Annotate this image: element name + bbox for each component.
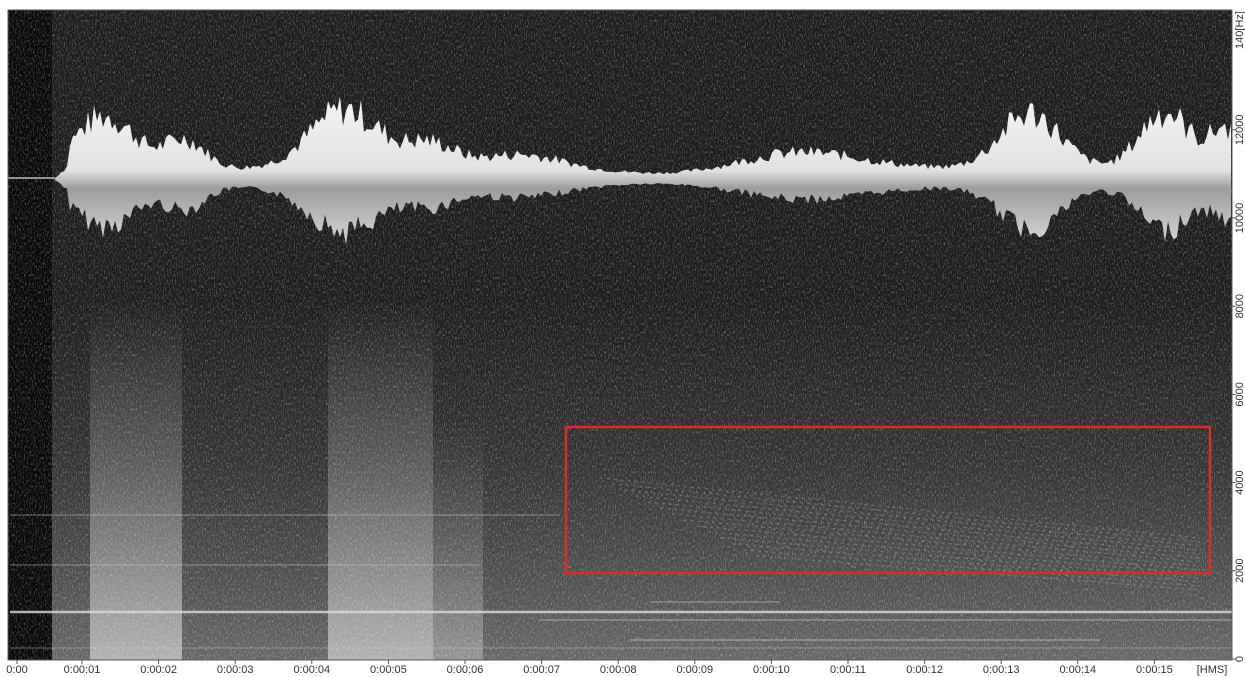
- time-tick-label: 0:00:08: [600, 664, 637, 676]
- frequency-tick-label: 2000: [1234, 559, 1245, 583]
- time-tick-label: 0:00:12: [906, 664, 943, 676]
- time-tick-label: 0:00:11: [830, 664, 866, 676]
- frequency-unit: 140[Hz]: [1234, 11, 1245, 49]
- time-tick-label: 0:00:07: [523, 664, 560, 676]
- spectrogram-noise: [8, 10, 1232, 660]
- frequency-tick-label: 6000: [1234, 382, 1245, 406]
- frequency-tick-label: 4000: [1234, 470, 1245, 494]
- frequency-tick-label: 10000: [1234, 203, 1245, 234]
- time-tick-label: 0:00:05: [370, 664, 407, 676]
- time-tick-label: 0:00:15: [1136, 664, 1173, 676]
- time-tick-label: 0:00:06: [447, 664, 484, 676]
- time-tick-label: 0:00:01: [64, 664, 101, 676]
- frequency-tick-label: 12000: [1234, 115, 1245, 146]
- time-tick-label: 0:00:04: [293, 664, 330, 676]
- frequency-tick-label: 0: [1234, 656, 1245, 662]
- time-tick-label: 0:00:13: [983, 664, 1020, 676]
- time-tick-label: 0:00:02: [140, 664, 177, 676]
- time-tick-label: 0:00:03: [217, 664, 254, 676]
- time-tick-label: 0:00:10: [753, 664, 790, 676]
- frequency-tick-label: 8000: [1234, 294, 1245, 318]
- time-tick-label: 0:00:14: [1059, 664, 1096, 676]
- time-tick-label: 0:00:09: [676, 664, 713, 676]
- time-unit: [HMS]: [1197, 664, 1228, 676]
- time-tick-label: 0:00: [6, 664, 27, 676]
- spectrogram-window: 0:00 0:00:01 0:00:02 0:00:03 0:00:04 0:00:05 0…: [0, 0, 1245, 677]
